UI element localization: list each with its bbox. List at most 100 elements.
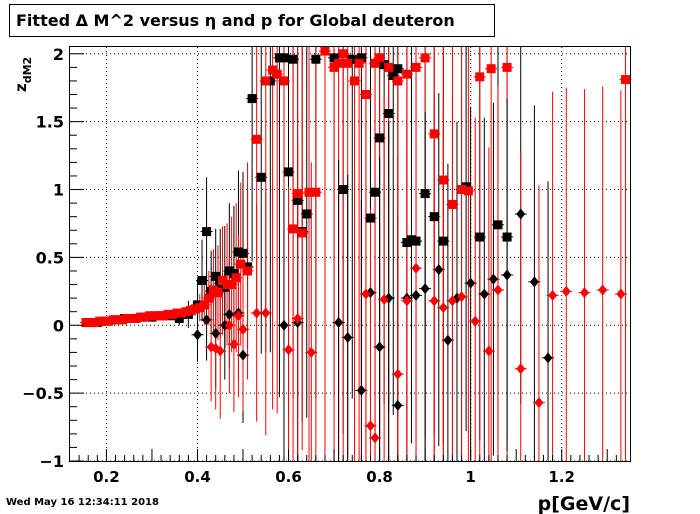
data-point-square: [174, 313, 184, 323]
data-point-square: [402, 69, 412, 79]
data-point-diamond: [543, 352, 553, 364]
data-point-square: [218, 275, 228, 285]
data-point-square: [279, 76, 289, 86]
data-point-square: [126, 313, 136, 323]
data-point-square: [288, 224, 298, 234]
data-point-square: [438, 175, 448, 185]
data-point-square: [486, 64, 496, 74]
data-point-diamond: [393, 368, 403, 380]
data-point-square: [293, 195, 303, 205]
data-point-square: [108, 315, 118, 325]
data-point-square: [402, 237, 412, 247]
data-point-square: [447, 199, 457, 209]
data-point-square: [136, 312, 146, 322]
data-point-diamond: [233, 310, 243, 322]
x-axis-label: p[GeV/c]: [538, 493, 630, 514]
data-point-square: [375, 133, 385, 143]
data-point-square: [338, 185, 348, 195]
data-point-diamond: [375, 341, 385, 353]
data-point-square: [438, 236, 448, 246]
data-point-square: [297, 228, 307, 238]
data-point-diamond: [238, 349, 248, 361]
x-tick-label: 1.2: [548, 468, 575, 486]
error-bars: [79, 47, 632, 461]
data-point-square: [420, 53, 430, 63]
data-point-square: [208, 285, 218, 295]
data-point-diamond: [306, 346, 316, 358]
data-point-diamond: [261, 307, 271, 319]
data-point-square: [122, 313, 132, 323]
y-tick-label: 0: [53, 316, 64, 335]
data-point-square: [475, 232, 485, 242]
data-point-square: [304, 187, 314, 197]
data-point-square: [204, 293, 214, 303]
data-point-diamond: [279, 319, 289, 331]
data-point-square: [190, 304, 200, 314]
data-point-square: [247, 94, 257, 104]
data-point-diamond: [379, 293, 389, 305]
data-point-square: [329, 62, 339, 72]
data-point-diamond: [529, 276, 539, 288]
data-point-square: [104, 316, 114, 326]
y-tick-label: −1: [39, 452, 64, 471]
data-point-diamond: [579, 287, 589, 299]
data-point-square: [338, 49, 348, 59]
data-point-square: [90, 318, 100, 328]
data-point-square: [222, 280, 232, 290]
data-point-square: [493, 220, 503, 230]
data-point-square: [302, 209, 312, 219]
data-point-diamond: [438, 302, 448, 314]
data-point-square: [311, 54, 321, 64]
data-point-diamond: [238, 323, 248, 335]
data-point-square: [233, 247, 243, 257]
data-point-square: [354, 58, 364, 68]
data-point-square: [268, 65, 278, 75]
data-point-square: [284, 167, 294, 177]
data-point-square: [311, 187, 321, 197]
data-point-diamond: [548, 289, 558, 301]
data-point-square: [334, 58, 344, 68]
data-point-square: [158, 311, 168, 321]
data-point-diamond: [598, 284, 608, 296]
data-point-square: [202, 227, 212, 237]
data-point-square: [140, 312, 150, 322]
x-tick-label: 0.6: [275, 468, 302, 486]
data-point-diamond: [361, 288, 371, 300]
data-point-diamond: [447, 295, 457, 307]
data-point-square: [177, 308, 187, 318]
data-point-square: [406, 235, 416, 245]
data-point-diamond: [479, 288, 489, 300]
data-point-square: [227, 280, 237, 290]
data-point-square: [145, 311, 155, 321]
data-point-square: [186, 305, 196, 315]
data-point-diamond: [293, 312, 303, 324]
data-point-square: [261, 76, 271, 86]
data-point-square: [243, 266, 253, 276]
data-point-square: [350, 76, 360, 86]
data-point-square: [274, 53, 284, 63]
data-point-square: [347, 54, 357, 64]
data-point-square: [236, 259, 246, 269]
data-point-square: [329, 53, 339, 63]
grid: [70, 47, 630, 462]
data-point-diamond: [493, 284, 503, 296]
data-point-square: [411, 236, 421, 246]
data-point-square: [620, 75, 630, 85]
data-point-square: [256, 172, 266, 182]
data-point-square: [463, 186, 473, 196]
data-point-square: [502, 62, 512, 72]
data-point-square: [393, 64, 403, 74]
data-point-diamond: [434, 264, 444, 276]
data-point-diamond: [411, 262, 421, 274]
data-point-diamond: [252, 307, 262, 319]
data-point-diamond: [443, 334, 453, 346]
plot-frame: [69, 46, 631, 462]
data-point-square: [238, 248, 248, 258]
data-point-diamond: [224, 308, 234, 320]
data-point-square: [149, 311, 159, 321]
data-point-square: [172, 308, 182, 318]
data-point-diamond: [334, 317, 344, 329]
data-point-diamond: [284, 344, 294, 356]
data-point-diamond: [516, 208, 526, 220]
